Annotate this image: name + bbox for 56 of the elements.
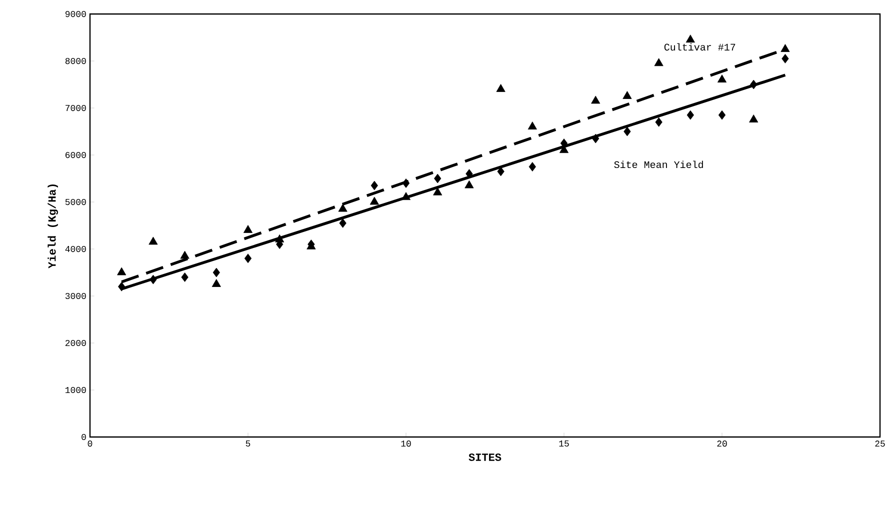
- point: [749, 114, 758, 122]
- point: [370, 180, 378, 190]
- point: [654, 58, 664, 66]
- point: [181, 272, 188, 282]
- point: [624, 126, 631, 136]
- point: [622, 91, 632, 99]
- point: [780, 44, 790, 52]
- x-tick-label: 5: [246, 440, 250, 447]
- y-tick-label: 8000: [65, 58, 86, 64]
- point: [718, 110, 726, 120]
- point: [212, 279, 221, 287]
- point: [401, 192, 411, 200]
- point: [370, 196, 379, 205]
- y-tick-label: 5000: [65, 198, 86, 206]
- point: [339, 218, 346, 228]
- y-tick-label: 7000: [66, 104, 86, 112]
- point: [655, 117, 662, 127]
- point: [243, 225, 253, 233]
- point: [434, 174, 442, 184]
- point: [118, 282, 126, 292]
- point: [338, 204, 348, 212]
- x-axis-title: SITES: [468, 454, 502, 461]
- point: [180, 250, 190, 259]
- x-tick-label: 20: [717, 440, 727, 447]
- y-tick-label: 0: [82, 434, 86, 440]
- point: [686, 34, 695, 43]
- point: [528, 122, 537, 130]
- point: [497, 166, 504, 176]
- x-tick-label: 25: [875, 440, 885, 447]
- point: [717, 74, 727, 83]
- point: [464, 180, 474, 188]
- y-tick-label: 4000: [65, 246, 86, 252]
- point: [244, 254, 252, 264]
- point: [402, 178, 410, 188]
- point: [592, 134, 600, 144]
- y-axis-title: Yield (Kg/Ha): [48, 184, 58, 268]
- point: [528, 162, 536, 172]
- annotation: Site Mean Yield: [614, 160, 703, 168]
- point: [148, 236, 158, 245]
- annotation: Cultivar #17: [664, 43, 736, 51]
- x-tick-label: 15: [559, 440, 569, 447]
- point: [150, 274, 157, 284]
- point: [496, 84, 506, 92]
- y-tick-label: 2000: [65, 340, 86, 346]
- y-tick-label: 3000: [65, 292, 86, 300]
- point: [212, 268, 220, 278]
- x-tick-label: 0: [88, 440, 92, 447]
- y-tick-label: 6000: [66, 152, 86, 158]
- point: [686, 110, 694, 120]
- point: [591, 96, 600, 104]
- point: [750, 80, 758, 90]
- point: [782, 54, 789, 64]
- point: [117, 267, 126, 276]
- x-tick-label: 10: [401, 440, 411, 447]
- y-tick-label: 1000: [66, 386, 86, 394]
- y-tick-label: 9000: [65, 10, 86, 18]
